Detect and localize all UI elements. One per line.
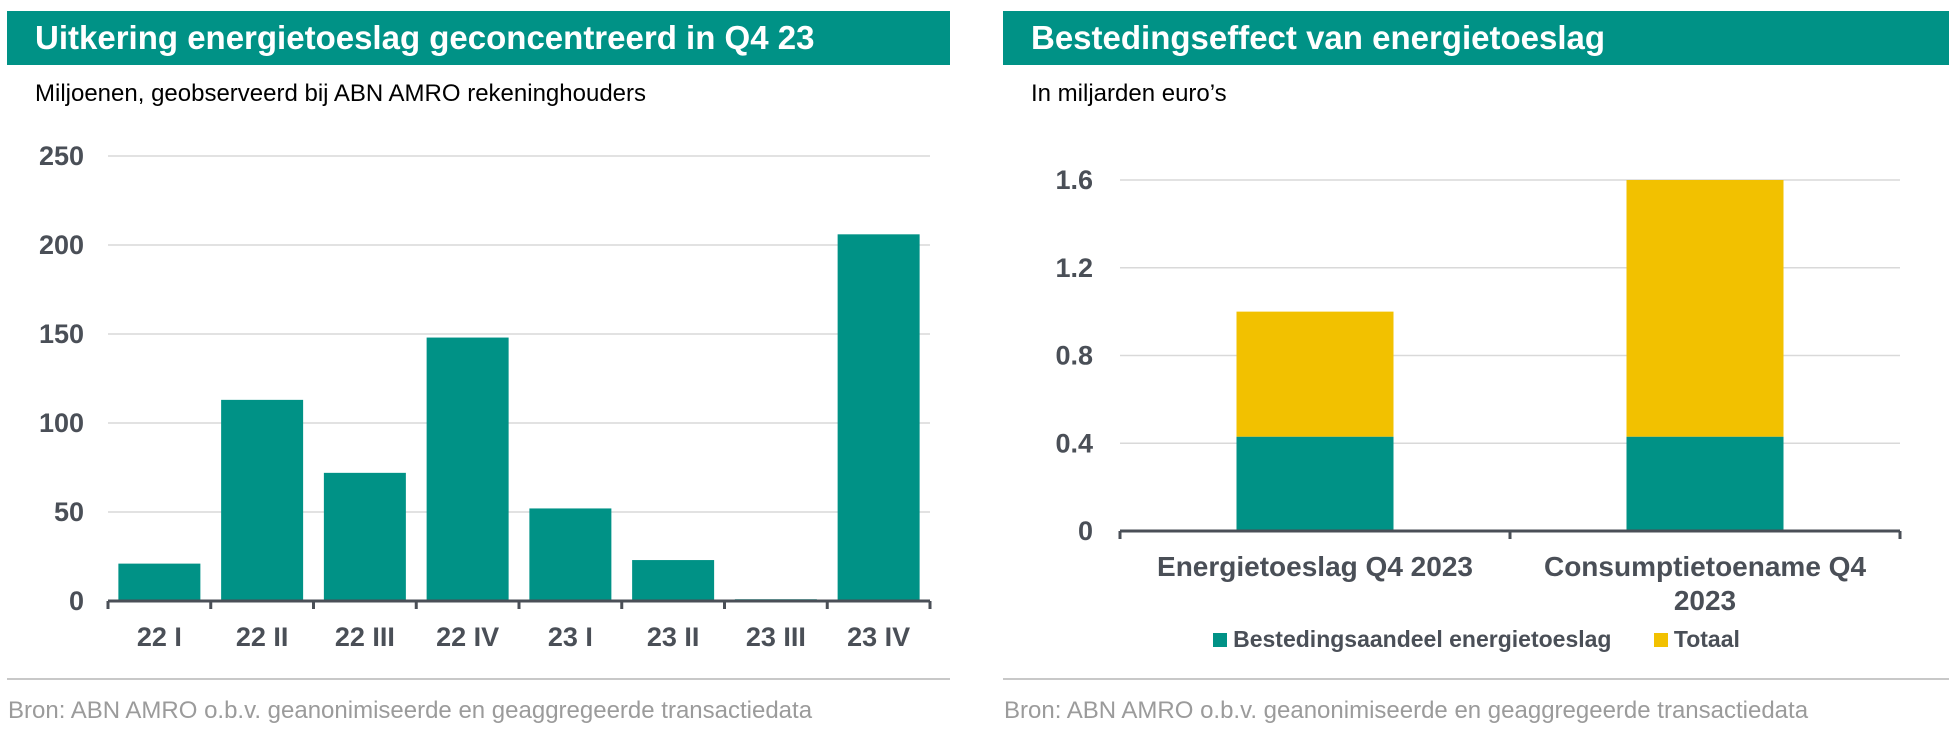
legend-label: Bestedingsaandeel energietoeslag [1233, 626, 1612, 652]
bar-segment [1626, 436, 1784, 531]
legend-swatch-teal [1213, 633, 1228, 647]
bar [632, 560, 715, 601]
x-tick-label: 2023 [1674, 585, 1736, 616]
chart-title: Bestedingseffect van energietoeslag [1003, 11, 1949, 65]
x-tick-label: 23 IV [847, 622, 910, 652]
y-tick-label: 150 [39, 319, 84, 349]
y-tick-label: 200 [39, 230, 84, 260]
bar [221, 399, 304, 601]
legend-item: Totaal [1653, 626, 1740, 653]
y-tick-label: 0 [69, 586, 84, 616]
chart-legend: Bestedingsaandeel energietoeslag Totaal [1000, 626, 1953, 653]
legend-item: Bestedingsaandeel energietoeslag [1213, 626, 1611, 653]
bar-segment [1236, 436, 1394, 531]
y-tick-label: 100 [39, 408, 84, 438]
left-chart-panel: Uitkering energietoeslag geconcentreerd … [0, 0, 960, 738]
bar [426, 337, 509, 601]
right-chart-panel: Bestedingseffect van energietoeslag In m… [1000, 0, 1953, 738]
legend-swatch-yellow [1653, 633, 1668, 647]
y-tick-label: 50 [54, 497, 84, 527]
bar [323, 472, 406, 601]
bar-segment [1236, 311, 1394, 437]
source-note: Bron: ABN AMRO o.b.v. geanonimiseerde en… [8, 697, 813, 724]
y-tick-label: 1.6 [1055, 165, 1093, 195]
source-note: Bron: ABN AMRO o.b.v. geanonimiseerde en… [1004, 697, 1809, 724]
x-tick-label: 23 II [647, 622, 700, 652]
y-tick-label: 0 [1078, 516, 1093, 546]
chart-title: Uitkering energietoeslag geconcentreerd … [7, 11, 950, 65]
chart-subtitle: Miljoenen, geobserveerd bij ABN AMRO rek… [35, 80, 647, 107]
stacked-bar-chart: 0 0.4 0.8 1.2 1.6 Energietoeslag Q4 2023 Consu… [1055, 165, 1902, 616]
chart-subtitle: In miljarden euro’s [1031, 80, 1227, 107]
bar-chart-quarterly: 0 50 100 150 200 250 22 I 22 II 22 III 22 IV 23 I 2… [39, 141, 932, 652]
bar [118, 563, 201, 601]
bar [529, 508, 612, 601]
bar [837, 234, 920, 601]
x-tick-label: 22 II [236, 622, 289, 652]
bar-segment [1626, 180, 1784, 437]
source-divider [7, 678, 950, 680]
x-tick-label: 22 III [335, 622, 395, 652]
y-tick-label: 0.4 [1055, 428, 1093, 458]
y-tick-label: 250 [39, 141, 84, 171]
y-tick-label: 1.2 [1055, 253, 1093, 283]
x-tick-label: Consumptietoename Q4 [1544, 551, 1866, 582]
legend-label: Totaal [1673, 626, 1740, 652]
x-tick-label: 23 III [746, 622, 806, 652]
x-tick-label: Energietoeslag Q4 2023 [1157, 551, 1473, 582]
x-tick-label: 22 IV [436, 622, 499, 652]
x-tick-label: 23 I [548, 622, 593, 652]
y-tick-label: 0.8 [1055, 341, 1093, 371]
source-divider [1003, 678, 1949, 680]
x-tick-label: 22 I [137, 622, 182, 652]
